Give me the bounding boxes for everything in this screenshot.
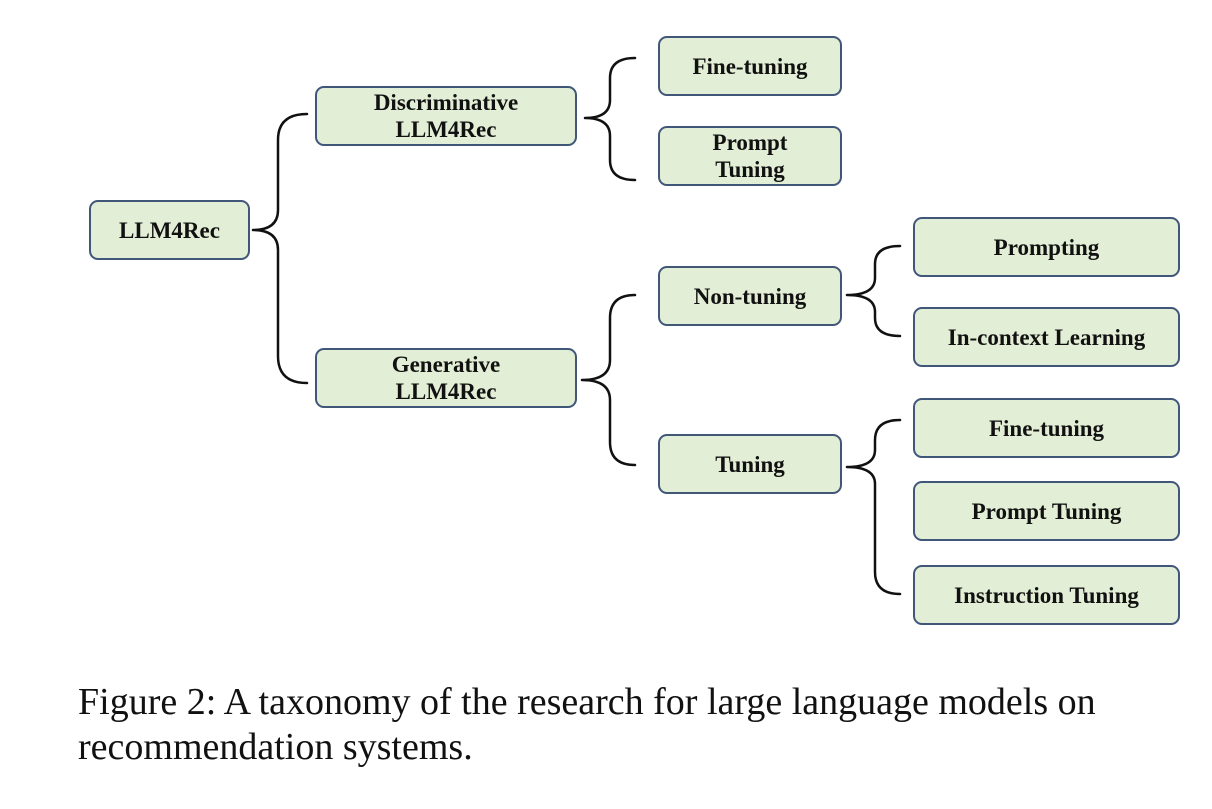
brace-tuning: [845, 418, 902, 596]
node-root-label: LLM4Rec: [119, 217, 220, 243]
node-tuning-label: Tuning: [715, 451, 785, 477]
node-disc-prompt-tuning: Prompt Tuning: [658, 126, 842, 186]
node-in-context-learning-label: In-context Learning: [947, 324, 1146, 350]
node-instruction-tuning: Instruction Tuning: [913, 565, 1180, 625]
node-discriminative-label: Discriminative LLM4Rec: [373, 90, 519, 142]
brace-discriminative: [583, 56, 637, 182]
brace-root: [251, 112, 309, 385]
node-discriminative: Discriminative LLM4Rec: [315, 86, 577, 146]
node-prompting-label: Prompting: [993, 234, 1100, 260]
node-gen-finetuning: Fine-tuning: [913, 398, 1180, 458]
node-disc-finetuning-label: Fine-tuning: [692, 53, 808, 79]
node-gen-prompt-tuning: Prompt Tuning: [913, 481, 1180, 541]
figure-caption: Figure 2: A taxonomy of the research for…: [78, 681, 1096, 768]
node-prompting: Prompting: [913, 217, 1180, 277]
node-gen-finetuning-label: Fine-tuning: [988, 415, 1105, 441]
node-non-tuning-label: Non-tuning: [693, 283, 807, 309]
node-generative: Generative LLM4Rec: [315, 348, 577, 408]
node-tuning: Tuning: [658, 434, 842, 494]
node-generative-label: Generative LLM4Rec: [391, 352, 501, 404]
node-root: LLM4Rec: [89, 200, 250, 260]
brace-non-tuning: [845, 244, 902, 338]
node-disc-prompt-tuning-label: Prompt Tuning: [712, 130, 788, 182]
node-disc-finetuning: Fine-tuning: [658, 36, 842, 96]
node-non-tuning: Non-tuning: [658, 266, 842, 326]
node-gen-prompt-tuning-label: Prompt Tuning: [971, 498, 1122, 524]
node-in-context-learning: In-context Learning: [913, 307, 1180, 367]
brace-generative: [580, 293, 637, 467]
node-instruction-tuning-label: Instruction Tuning: [954, 582, 1139, 608]
